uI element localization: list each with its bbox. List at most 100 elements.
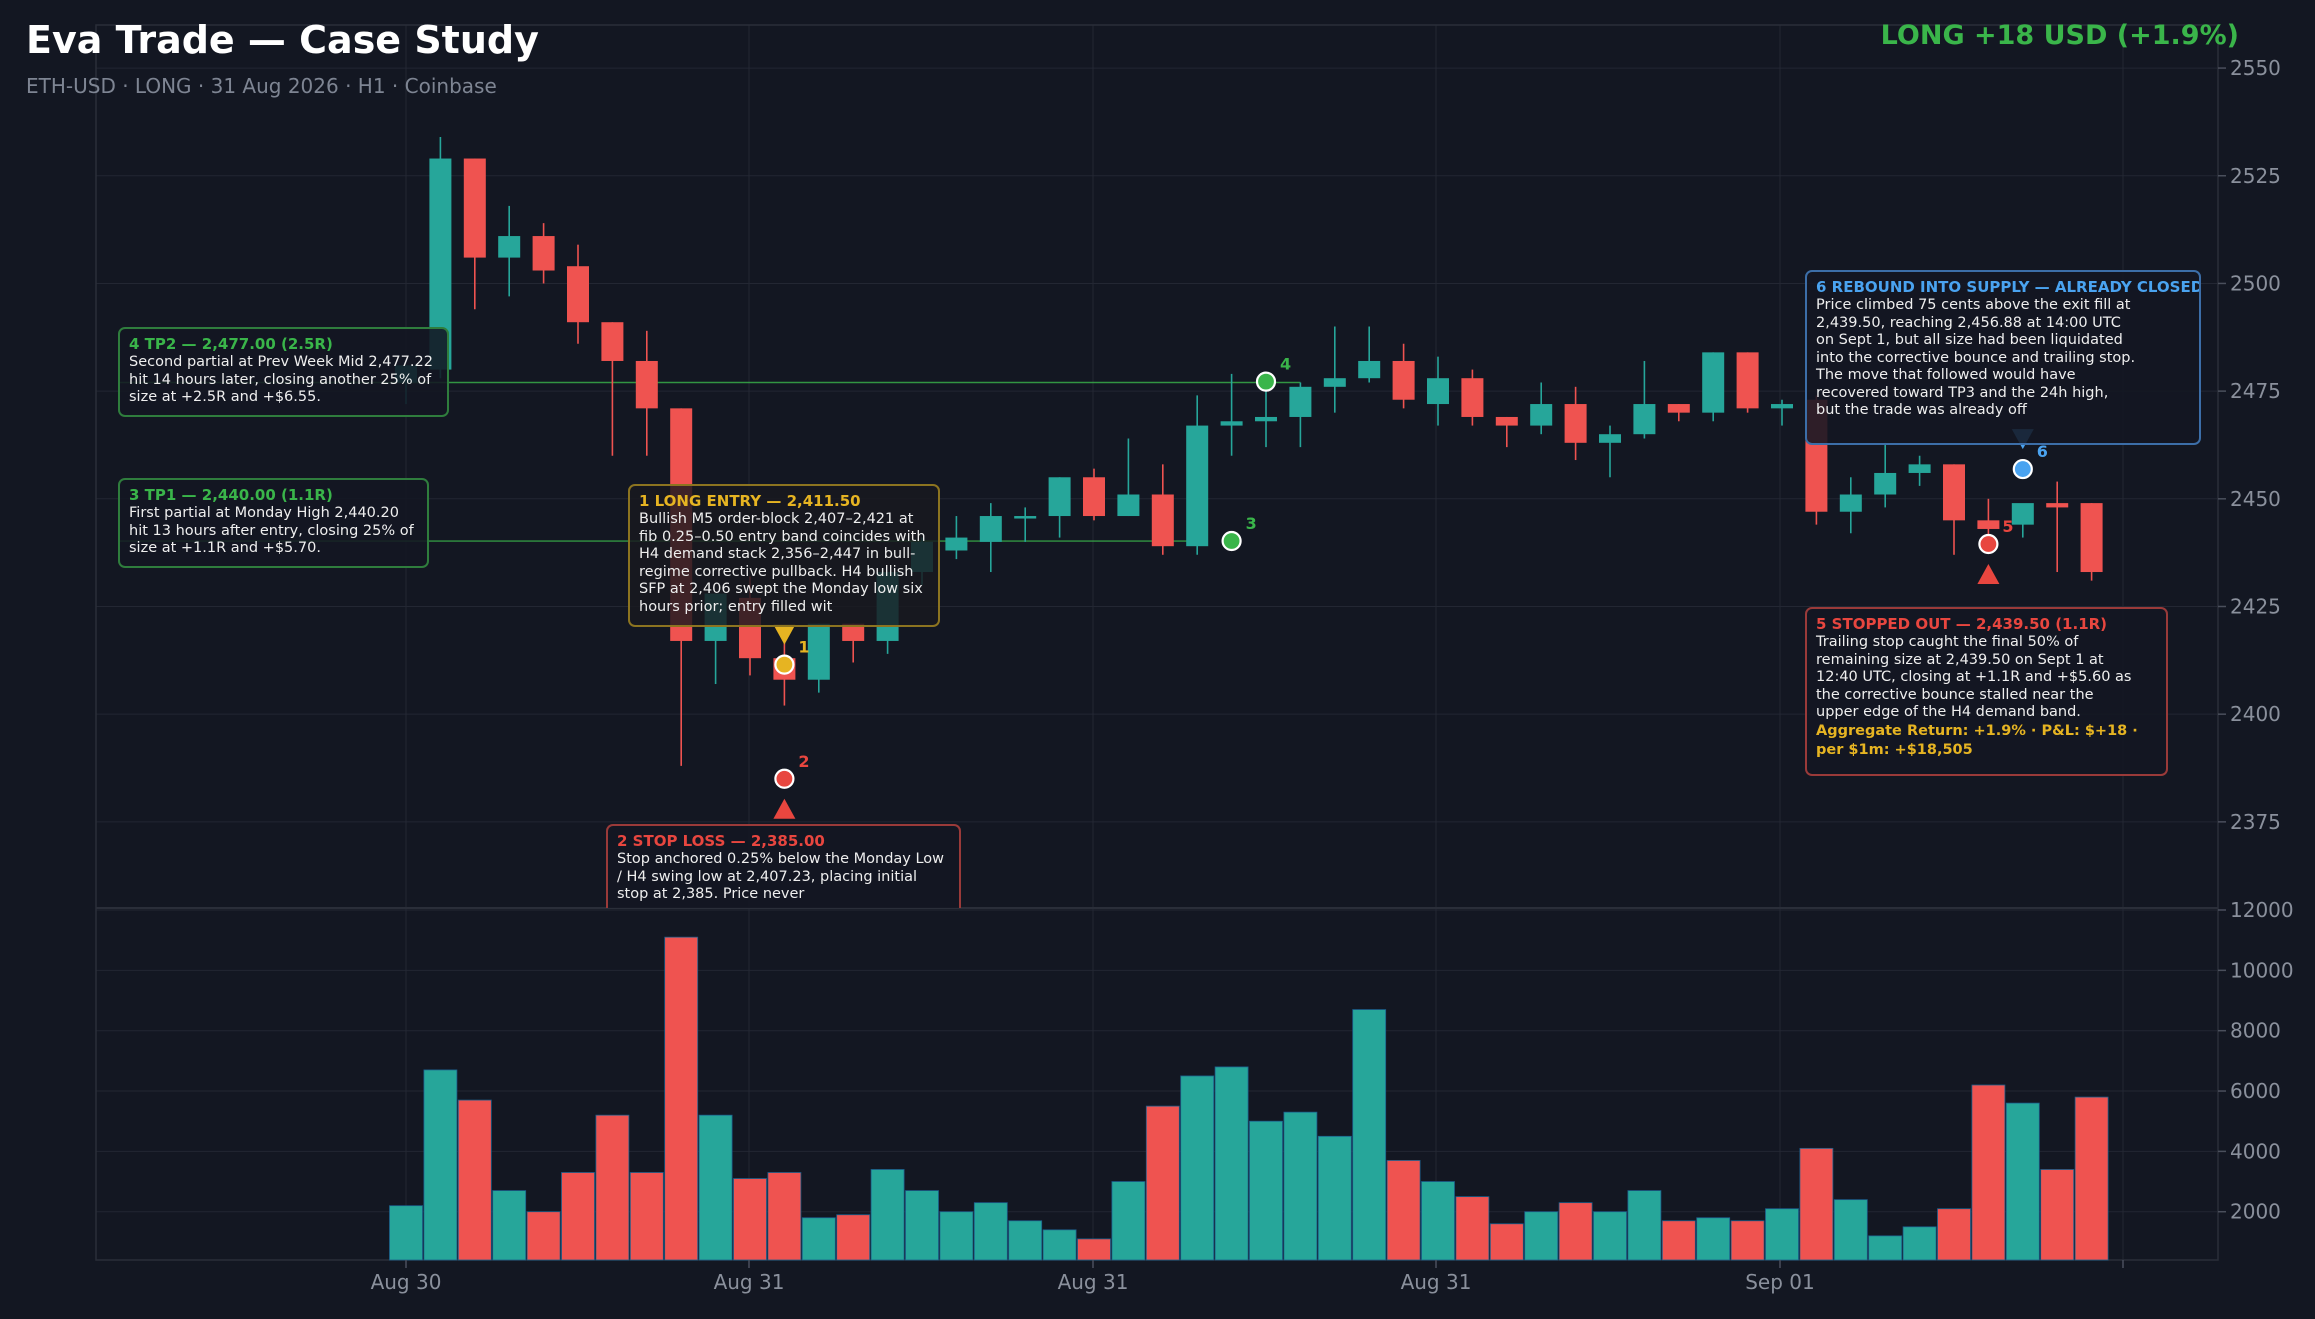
- volume-bar: [1765, 1208, 1799, 1261]
- volume-bar: [1489, 1223, 1524, 1261]
- candle-body: [429, 158, 452, 370]
- candle-body: [1323, 378, 1346, 387]
- annotation-stop-body: Stop anchored 0.25% below the Monday Low…: [617, 851, 945, 902]
- candle-body: [1564, 404, 1587, 443]
- price-tick-label: 2425: [2230, 594, 2281, 618]
- volume-bar: [939, 1211, 974, 1261]
- annotation-entry: 1 LONG ENTRY — 2,411.50 Bullish M5 order…: [628, 484, 940, 627]
- marker-dot: [2012, 458, 2033, 480]
- volume-bar: [1352, 1009, 1387, 1261]
- marker-label: 3: [1246, 514, 1257, 533]
- marker-label: 2: [798, 752, 809, 771]
- volume-bar: [698, 1114, 733, 1261]
- page-title: Eva Trade — Case Study: [26, 18, 539, 62]
- candle-body: [1495, 416, 1518, 426]
- volume-axis: 2000 4000 6000 8000 10000 12000: [2218, 898, 2294, 1224]
- candle-body: [498, 236, 521, 258]
- candle-body: [807, 623, 830, 680]
- volume-bar: [973, 1202, 1008, 1261]
- volume-bar: [1730, 1220, 1765, 1261]
- candle-body: [601, 322, 624, 361]
- candle-body: [1943, 464, 1965, 521]
- volume-bar: [1421, 1181, 1455, 1261]
- volume-bar: [1661, 1220, 1696, 1261]
- candle-body: [1186, 425, 1209, 547]
- candle-body: [1427, 378, 1449, 405]
- volume-bar: [1593, 1211, 1627, 1261]
- volume-bar: [767, 1172, 802, 1261]
- marker-dot: [774, 768, 795, 789]
- candle-body: [1530, 404, 1553, 426]
- candle-body: [1874, 472, 1897, 495]
- candle-body: [979, 516, 1002, 542]
- annotation-stop: 2 STOP LOSS — 2,385.00 Stop anchored 0.2…: [606, 824, 961, 908]
- volume-bar: [1455, 1196, 1490, 1261]
- annotation-aggregate-return: Aggregate Return: +1.9% · P&L: $+18 · pe…: [1816, 722, 2138, 758]
- volume-tick-label: 12000: [2230, 898, 2294, 922]
- volume-tick-label: 2000: [2230, 1200, 2281, 1224]
- candle-body: [1220, 421, 1243, 426]
- volume-bar: [492, 1190, 527, 1261]
- volume-bar: [1558, 1202, 1593, 1261]
- annotation-tp2-title: 4 TP2 — 2,477.00 (2.5R): [129, 335, 333, 353]
- volume-tick-label: 4000: [2230, 1139, 2281, 1163]
- arrow-down-icon: [773, 624, 796, 645]
- candle-body: [567, 266, 589, 323]
- candle-body: [1702, 352, 1725, 413]
- volume-tick-label: 8000: [2230, 1019, 2281, 1043]
- annotation-tp2-body: Second partial at Prev Week Mid 2,477.22…: [129, 354, 433, 405]
- volume-bar: [1145, 1105, 1180, 1261]
- candle-body: [463, 158, 486, 258]
- marker-dot: [1255, 371, 1277, 392]
- volume-bar: [1214, 1066, 1249, 1261]
- volume-bar: [1180, 1075, 1215, 1261]
- annotation-tp2: 4 TP2 — 2,477.00 (2.5R) Second partial a…: [118, 327, 449, 417]
- annotation-tp1-body: First partial at Monday High 2,440.20 hi…: [129, 505, 414, 556]
- time-tick-label: Aug 31: [714, 1270, 785, 1294]
- marker-label: 4: [1280, 355, 1291, 374]
- candle-body: [2046, 503, 2069, 508]
- volume-tick-label: 10000: [2230, 958, 2294, 982]
- volume-bar: [389, 1205, 423, 1261]
- volume-bar: [1386, 1160, 1421, 1261]
- trade-marker-3: 3: [1221, 514, 1257, 552]
- price-tick-label: 2400: [2230, 702, 2281, 726]
- marker-dot: [1978, 533, 1999, 555]
- marker-label: 1: [798, 638, 809, 657]
- candle-body: [1771, 404, 1793, 409]
- price-tick-label: 2475: [2230, 379, 2281, 403]
- time-axis: Aug 30 Aug 31 Aug 31 Aug 31 Sep 01: [371, 1260, 2124, 1294]
- volume-bar: [1111, 1181, 1146, 1261]
- volume-bar: [1524, 1211, 1559, 1261]
- annotation-stopped-out: 5 STOPPED OUT — 2,439.50 (1.1R) Trailing…: [1805, 607, 2168, 776]
- candle-body: [1358, 360, 1381, 379]
- candle-body: [945, 537, 968, 551]
- time-tick-label: Aug 30: [371, 1270, 442, 1294]
- volume-bar: [1077, 1238, 1111, 1261]
- pnl-summary: LONG +18 USD (+1.9%): [1880, 20, 2239, 51]
- volume-bar: [2040, 1169, 2075, 1261]
- volume-bar: [423, 1069, 458, 1261]
- candle-body: [1599, 434, 1621, 443]
- price-tick-label: 2525: [2230, 164, 2281, 188]
- volume-bar: [1283, 1111, 1318, 1261]
- price-axis: 2375 2400 2425 2450 2475 2500 2525 2550: [2218, 56, 2281, 834]
- price-tick-label: 2500: [2230, 271, 2281, 295]
- candle-body: [1255, 416, 1277, 422]
- annotation-stopped-out-body: Trailing stop caught the final 50% of re…: [1816, 634, 2132, 720]
- volume-bar: [1627, 1190, 1662, 1261]
- page-subtitle: ETH-USD · LONG · 31 Aug 2026 · H1 · Coin…: [26, 74, 497, 98]
- volume-bar: [1937, 1208, 1971, 1261]
- volume-bars: [389, 936, 2109, 1261]
- trade-marker-4: 4: [1255, 355, 1291, 392]
- volume-bar: [1696, 1217, 1731, 1261]
- time-tick-label: Aug 31: [1401, 1270, 1472, 1294]
- volume-tick-label: 6000: [2230, 1079, 2281, 1103]
- trade-marker-1: 1: [773, 624, 810, 675]
- volume-bar: [526, 1211, 561, 1261]
- candle-body: [635, 360, 658, 409]
- candle-body: [1977, 520, 2000, 529]
- annotation-tp1-title: 3 TP1 — 2,440.00 (1.1R): [129, 486, 333, 504]
- volume-bar: [629, 1172, 664, 1261]
